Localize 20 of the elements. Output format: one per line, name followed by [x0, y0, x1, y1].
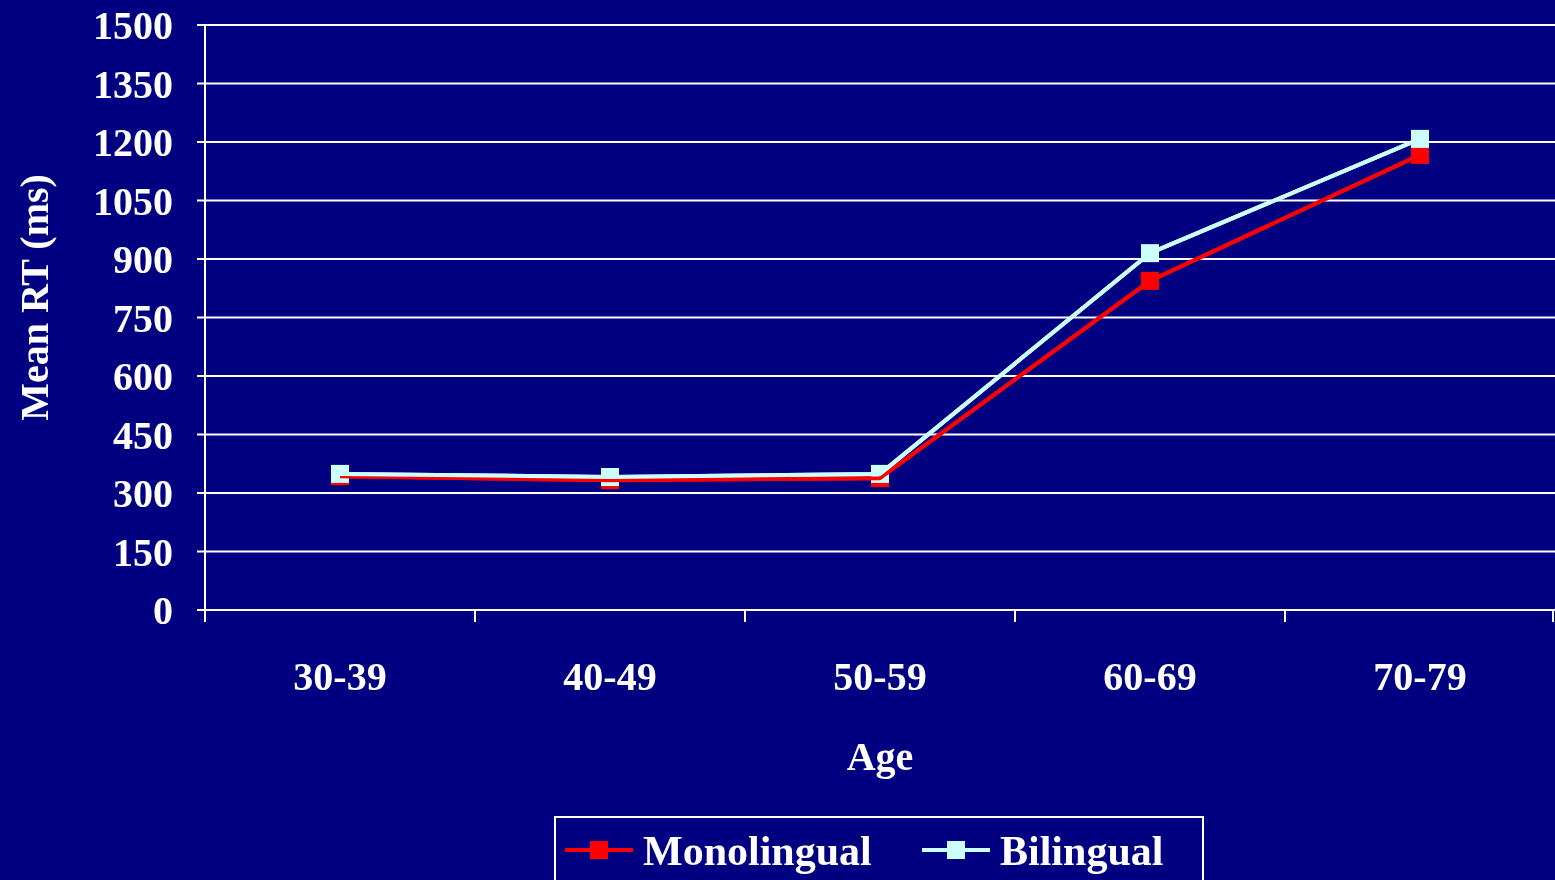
- x-tick-label: 40-49: [563, 654, 657, 699]
- y-tick-label: 0: [153, 588, 173, 633]
- y-tick-label: 1200: [93, 120, 173, 165]
- y-tick-label: 1500: [93, 3, 173, 48]
- x-tick-label: 30-39: [293, 654, 387, 699]
- x-tick-label: 60-69: [1103, 654, 1197, 699]
- y-tick-label: 900: [113, 237, 173, 282]
- y-tick-label: 1350: [93, 61, 173, 107]
- x-axis-title: Age: [846, 734, 914, 779]
- x-tick-label: 50-59: [833, 654, 927, 699]
- y-tick-label: 450: [113, 412, 173, 458]
- y-tick-label: 1050: [93, 178, 173, 224]
- y-tick-label: 750: [113, 295, 173, 341]
- y-tick-label: 150: [113, 529, 173, 575]
- x-tick-label: 70-79: [1373, 654, 1467, 699]
- legend-label: Monolingual: [643, 827, 872, 874]
- legend-label: Bilingual: [1000, 827, 1164, 874]
- y-tick-label: 600: [113, 354, 173, 399]
- y-axis-title: Mean RT (ms): [12, 174, 57, 421]
- y-tick-label: 300: [113, 471, 173, 516]
